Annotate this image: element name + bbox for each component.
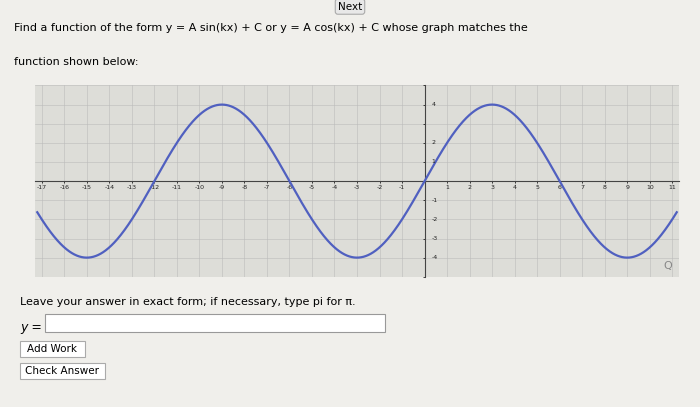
Text: 2: 2 <box>431 140 435 145</box>
Text: function shown below:: function shown below: <box>14 57 139 67</box>
FancyBboxPatch shape <box>45 314 385 332</box>
Text: -4: -4 <box>431 255 438 260</box>
Text: -2: -2 <box>431 217 438 222</box>
Text: -3: -3 <box>431 236 438 241</box>
Text: Add Work: Add Work <box>27 344 77 354</box>
FancyBboxPatch shape <box>20 363 105 379</box>
Text: Check Answer: Check Answer <box>25 366 99 376</box>
Text: -1: -1 <box>431 198 438 203</box>
Text: 4: 4 <box>431 102 435 107</box>
Text: Q: Q <box>664 261 673 271</box>
Text: Leave your answer in exact form; if necessary, type pi for π.: Leave your answer in exact form; if nece… <box>20 297 356 307</box>
Text: Next: Next <box>338 2 362 12</box>
Text: 1: 1 <box>431 160 435 164</box>
Text: y =: y = <box>20 321 42 334</box>
FancyBboxPatch shape <box>20 341 85 357</box>
Text: Find a function of the form y = A sin(kx) + C or y = A cos(kx) + C whose graph m: Find a function of the form y = A sin(kx… <box>14 23 528 33</box>
